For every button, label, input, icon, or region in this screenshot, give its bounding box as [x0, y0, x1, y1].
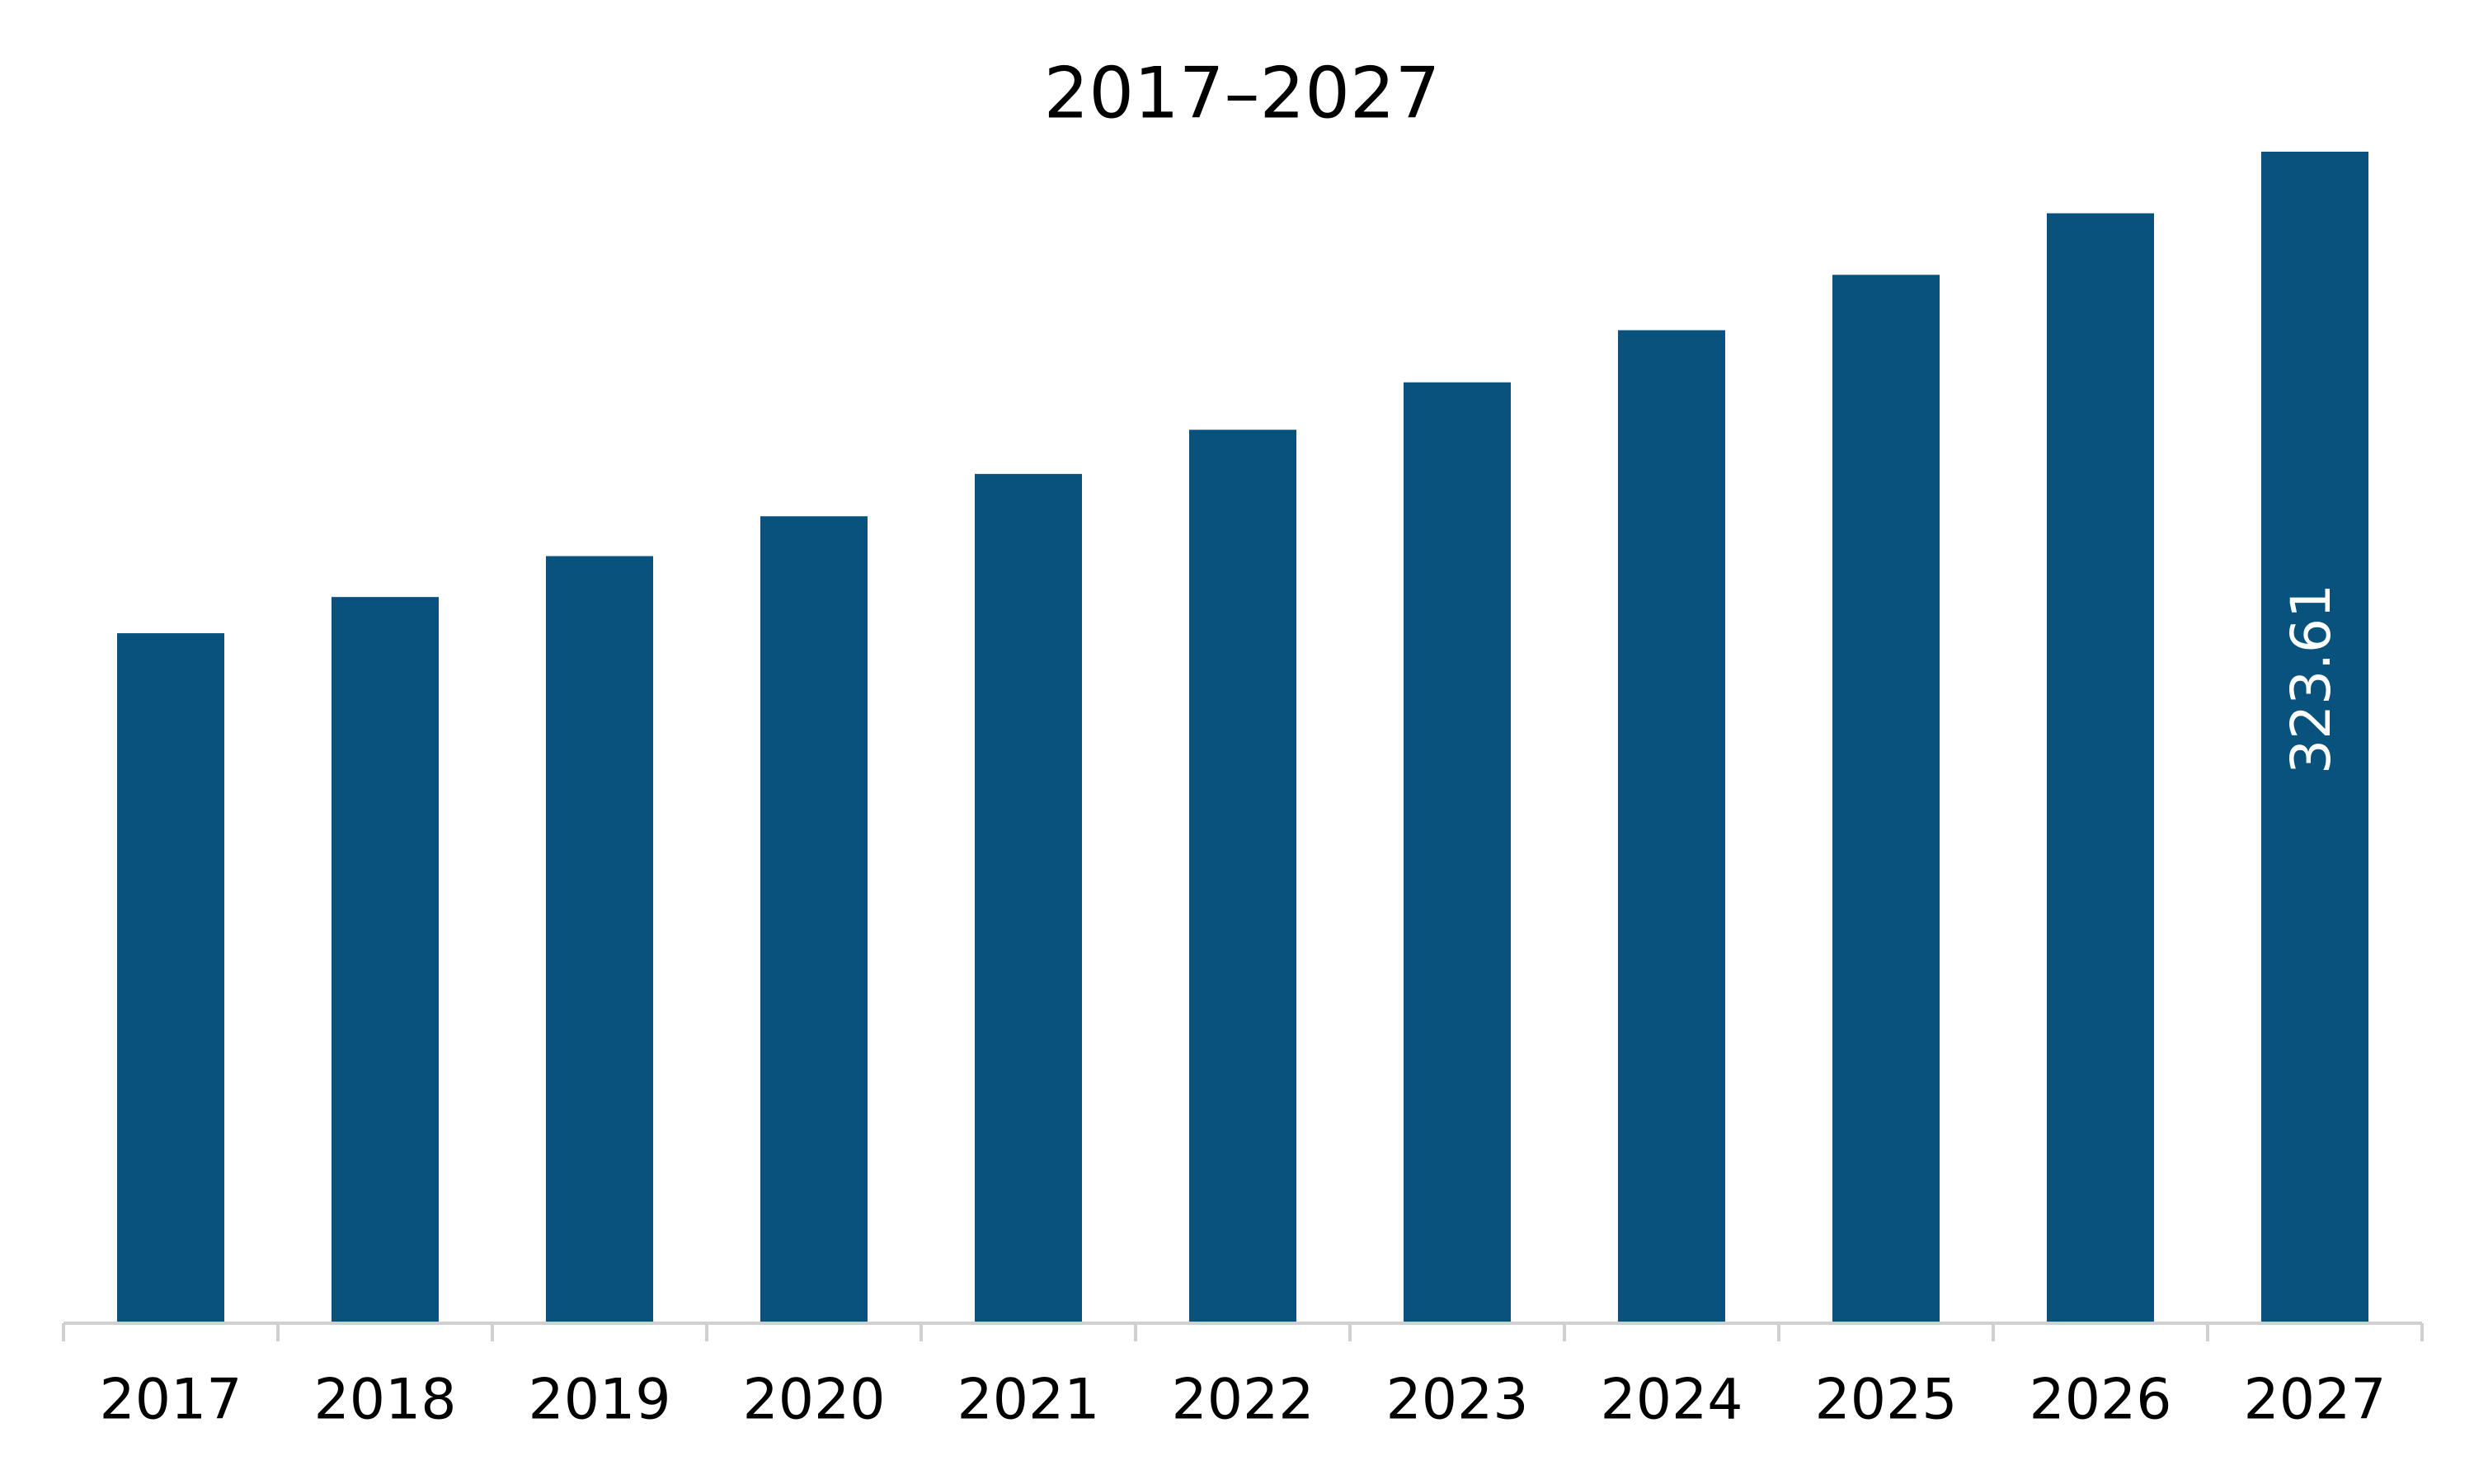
bar	[332, 597, 439, 1323]
x-tick-label: 2020	[742, 1368, 885, 1433]
bar	[1189, 430, 1296, 1323]
x-tick-label: 2017	[99, 1368, 242, 1433]
x-tick-label: 2026	[2029, 1368, 2171, 1433]
x-tick-label: 2018	[313, 1368, 456, 1433]
bar	[975, 473, 1082, 1323]
chart-title: 2017–2027	[1044, 52, 1441, 134]
x-tick-label: 2024	[1600, 1368, 1743, 1433]
x-tick-label: 2022	[1171, 1368, 1314, 1433]
bar	[2261, 152, 2368, 1323]
x-tick-label: 2021	[957, 1368, 1099, 1433]
x-tick-label: 2023	[1385, 1368, 1528, 1433]
x-tick-label: 2027	[2243, 1368, 2386, 1433]
bar	[1832, 275, 1940, 1323]
bar	[760, 516, 868, 1323]
bar	[1618, 330, 1725, 1323]
bar	[1404, 382, 1511, 1323]
bar	[546, 556, 653, 1323]
x-tick-label: 2019	[528, 1368, 670, 1433]
value-label: 323.61	[2279, 584, 2343, 774]
bar	[2047, 213, 2154, 1324]
x-tick-label: 2025	[1814, 1368, 1957, 1433]
bar	[117, 633, 224, 1323]
